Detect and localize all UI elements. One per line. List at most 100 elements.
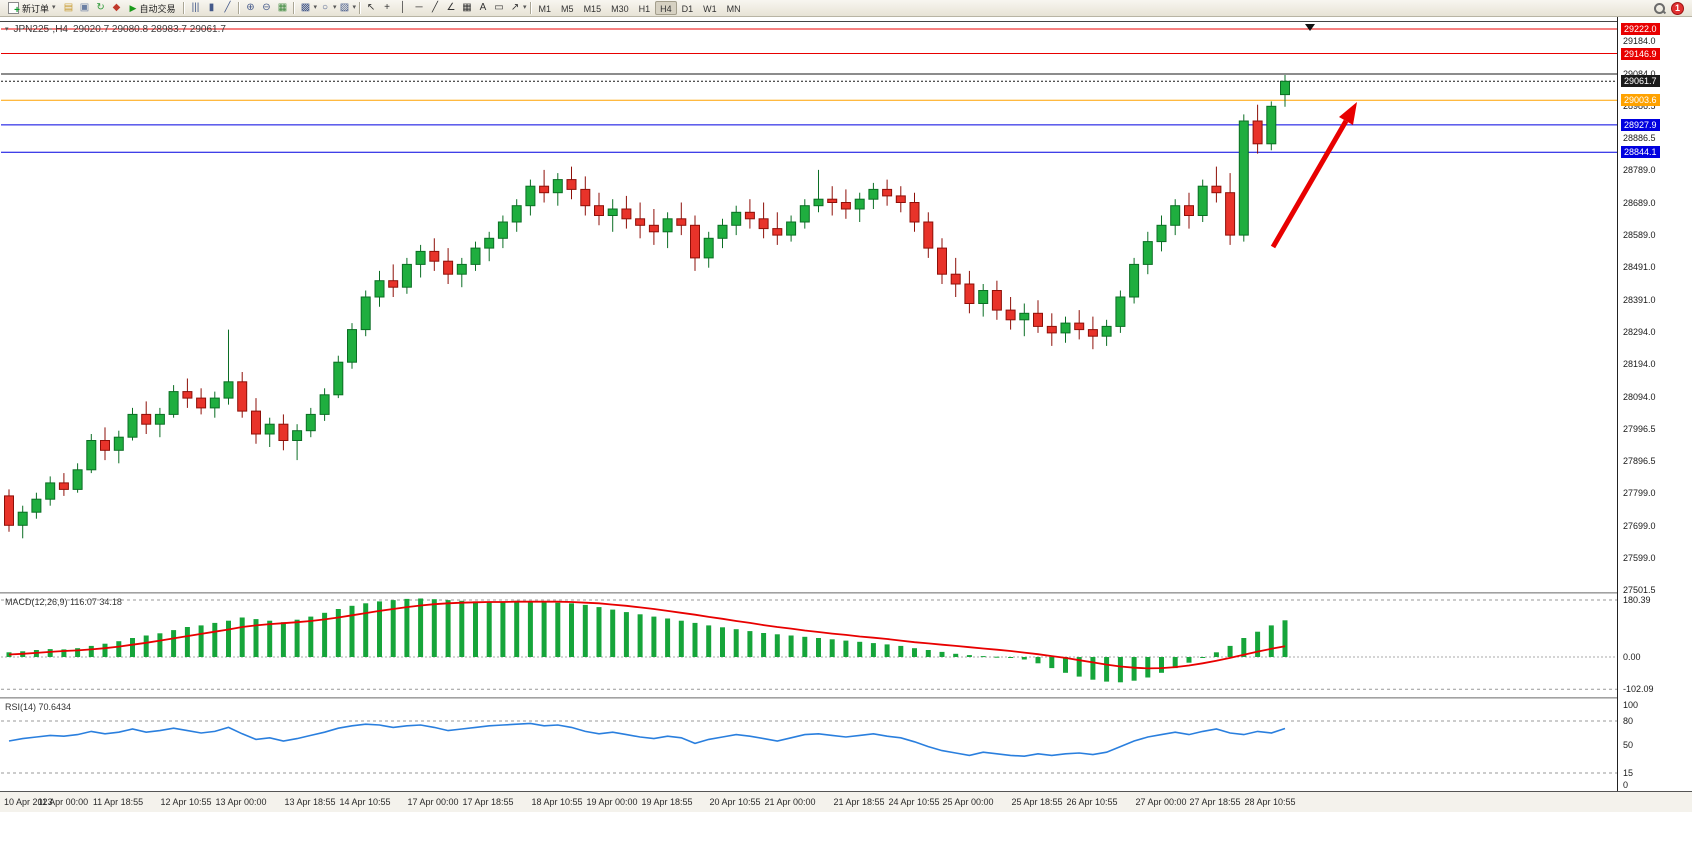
timeframe-H4-button[interactable]: H4 [655, 1, 677, 15]
print-icon[interactable]: ▣ [79, 2, 90, 13]
chart-shift-marker[interactable] [1305, 24, 1315, 31]
timeframe-M15-button[interactable]: M15 [583, 4, 602, 14]
rsi-panel[interactable] [1, 699, 1617, 791]
bar-chart-icon[interactable]: ||| [191, 2, 200, 13]
toolbar-separator [529, 2, 531, 14]
rsi-scale-label: 80 [1623, 716, 1634, 726]
price-line-tag: 28927.9 [1621, 119, 1660, 131]
chevron-down-icon: ▾ [352, 4, 357, 11]
refresh-icon[interactable]: ↻ [96, 2, 105, 13]
price-tick-label: 28194.0 [1623, 359, 1656, 369]
zoom-out-icon[interactable]: ⊖ [262, 2, 271, 13]
chevron-down-icon: ▾ [313, 4, 317, 11]
time-label: 21 Apr 18:55 [833, 797, 885, 807]
price-line-tag: 29146.9 [1621, 48, 1660, 60]
macd-panel[interactable] [1, 594, 1617, 697]
rsi-scale-label: 15 [1623, 768, 1634, 778]
text-icon[interactable]: A [479, 2, 487, 13]
ohlc-values: 29020.7 29080.8 28983.7 29061.7 [72, 24, 226, 35]
timeframe-D1-button[interactable]: D1 [681, 4, 694, 14]
panel-splitter[interactable] [0, 592, 1617, 594]
time-label: 28 Apr 10:55 [1244, 797, 1296, 807]
timeframe-M30-button[interactable]: M30 [611, 4, 629, 14]
panel-splitter[interactable] [0, 697, 1617, 699]
new-order-button[interactable]: 新订单 ▾ [3, 1, 61, 16]
auto-trading-icon: ▶ [129, 2, 137, 13]
period-icon[interactable]: ○ [321, 2, 328, 13]
chart-title: ▾ JPN225-,H4 29020.7 29080.8 28983.7 290… [5, 24, 226, 35]
cursor-icon[interactable]: ↖ [366, 2, 376, 13]
new-chart-icon[interactable]: ▩ [300, 2, 311, 13]
price-tick-label: 28589.0 [1623, 230, 1656, 240]
trend-arrow[interactable] [1270, 102, 1357, 249]
time-label: 12 Apr 10:55 [160, 797, 212, 807]
timeframe-M5-button[interactable]: M5 [561, 4, 574, 14]
macd-scale-label: 0.00 [1623, 652, 1641, 662]
grid-icon[interactable]: ▦ [462, 2, 472, 13]
symbol-timeframe: JPN225-,H4 [13, 24, 68, 35]
trendline-icon[interactable]: ╱ [432, 2, 439, 13]
price-tick-label: 28886.5 [1623, 133, 1656, 143]
time-label: 25 Apr 18:55 [1011, 797, 1063, 807]
macd-scale-label: -102.09 [1623, 684, 1654, 694]
notification-badge[interactable]: 1 [1671, 1, 1684, 15]
price-axis[interactable]: 29184.0 29084.0 28986.5 28886.5 28789.0 28689… [1620, 0, 1692, 812]
time-label: 13 Apr 18:55 [284, 797, 336, 807]
rsi-scale-label: 100 [1623, 700, 1639, 710]
price-tick-label: 28294.0 [1623, 327, 1656, 337]
candles [4, 75, 1290, 539]
time-label: 26 Apr 10:55 [1066, 797, 1118, 807]
price-line-tag: 29222.0 [1621, 23, 1660, 35]
price-tick-label: 28986.5 [1623, 101, 1656, 111]
main-toolbar: 新订单 ▾ ▤▣↻◆ ▶ 自动交易 |||▮╱⊕⊖▦▩▾○▾▨▾↖+│─╱∠▦A… [0, 0, 1692, 17]
toolbar-separator [183, 2, 185, 14]
timeframe-H1-button[interactable]: H1 [638, 4, 651, 14]
price-line-tag: 28844.1 [1621, 146, 1660, 158]
time-label: 17 Apr 00:00 [407, 797, 459, 807]
auto-trading-label: 自动交易 [139, 3, 176, 14]
time-label: 19 Apr 18:55 [641, 797, 693, 807]
zoom-in-icon[interactable]: ⊕ [246, 2, 255, 13]
chevron-down-icon: ▾ [523, 4, 527, 11]
tile-windows-icon[interactable]: ▦ [277, 2, 288, 13]
shapes-icon[interactable]: ▭ [494, 2, 504, 13]
timeframe-M1-button[interactable]: M1 [538, 4, 552, 14]
time-label: 11 Apr 00:00 [37, 797, 89, 807]
rsi-line [8, 722, 1286, 758]
timeframe-W1-button[interactable]: W1 [703, 4, 717, 14]
new-order-icon [8, 2, 20, 16]
time-label: 21 Apr 00:00 [764, 797, 816, 807]
time-label: 25 Apr 00:00 [942, 797, 994, 807]
price-line-tag: 29061.7 [1621, 75, 1660, 87]
rsi-scale-label: 50 [1623, 740, 1634, 750]
timeframe-MN-button[interactable]: MN [726, 4, 741, 14]
alerts-icon[interactable]: ◆ [112, 2, 121, 13]
price-tick-label: 28789.0 [1623, 165, 1656, 175]
equidistant-channel-icon[interactable]: ∠ [446, 2, 456, 13]
chevron-down-icon: ▾ [332, 4, 337, 11]
line-chart-icon[interactable]: ╱ [224, 2, 231, 13]
template-icon[interactable]: ▨ [339, 2, 350, 13]
price-tick-label: 29184.0 [1623, 36, 1656, 46]
price-tick-label: 27896.5 [1623, 456, 1656, 466]
toolbar-separator [238, 2, 240, 14]
search-icon[interactable] [1653, 2, 1666, 15]
crosshair-icon[interactable]: + [384, 2, 390, 13]
price-chart[interactable] [1, 22, 1617, 592]
candlestick-icon[interactable]: ▮ [208, 2, 215, 13]
time-label: 17 Apr 18:55 [462, 797, 514, 807]
arrow-tools-icon[interactable]: ↗ [510, 2, 520, 13]
auto-trading-button[interactable]: ▶ 自动交易 [125, 1, 181, 16]
chart-frame-border [0, 21, 1617, 22]
price-tick-label: 29084.0 [1623, 69, 1656, 79]
chart-profile-icon[interactable]: ▤ [63, 2, 74, 13]
time-label: 27 Apr 18:55 [1189, 797, 1241, 807]
time-label: 24 Apr 10:55 [888, 797, 940, 807]
price-axis-border [1617, 17, 1618, 812]
time-label: 10 Apr 2023 [4, 797, 53, 807]
horizontal-line-icon[interactable]: ─ [415, 2, 423, 13]
vertical-line-icon[interactable]: │ [399, 2, 407, 13]
macd-histogram [6, 598, 1288, 683]
time-axis[interactable]: 10 Apr 2023 11 Apr 00:00 11 Apr 18:55 12 Ap… [0, 791, 1692, 812]
